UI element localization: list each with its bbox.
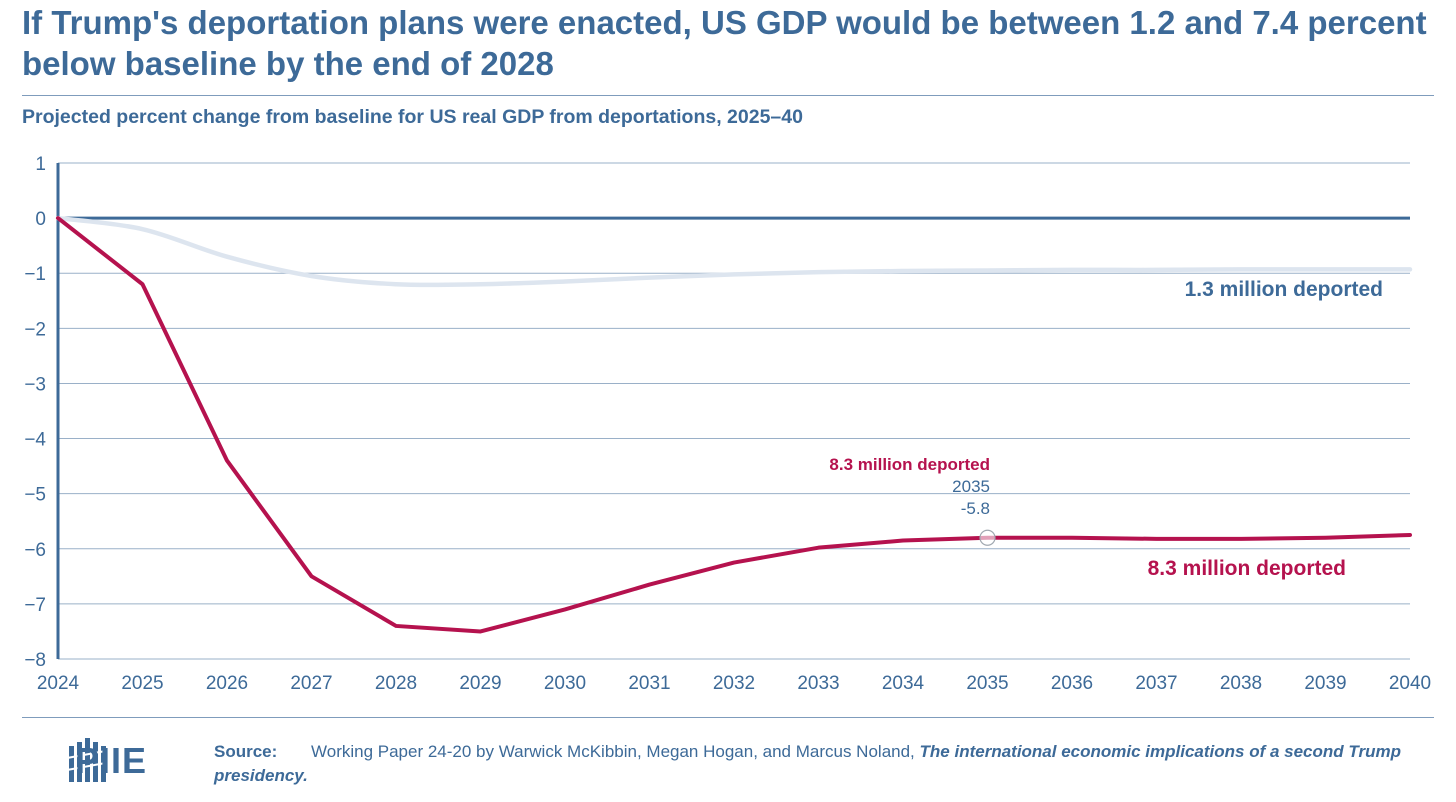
y-tick-label: −7 — [24, 595, 46, 616]
y-tick-label: −6 — [24, 540, 46, 561]
series-line-8-3-million — [56, 216, 1412, 634]
gridlines — [58, 162, 1410, 660]
x-tick-label: 2025 — [121, 673, 163, 694]
tooltip-x-value: 2035 — [952, 477, 990, 496]
x-tick-label: 2036 — [1051, 673, 1093, 694]
tooltip-y-value: -5.8 — [961, 499, 990, 518]
y-tick-label: −8 — [24, 650, 46, 671]
series-label-8-3-million: 8.3 million deported — [1148, 557, 1346, 580]
chart-subtitle: Projected percent change from baseline f… — [22, 106, 803, 128]
tooltip-point-marker — [979, 529, 996, 546]
y-tick-label: −5 — [24, 485, 46, 506]
y-tick-label: −1 — [24, 264, 46, 285]
x-tick-label: 2031 — [628, 673, 670, 694]
y-tick-label: 0 — [35, 209, 46, 230]
x-tick-label: 2034 — [882, 673, 925, 694]
x-tick-label: 2033 — [797, 673, 839, 694]
logo-wordmark: PIIE — [75, 740, 148, 781]
x-tick-label: 2035 — [966, 673, 1008, 694]
source-label: Source: — [214, 742, 278, 761]
y-axis-ticks: 1 0 −1 −2 −3 −4 −5 −6 −7 −8 — [24, 154, 46, 671]
x-tick-label: 2039 — [1304, 673, 1346, 694]
x-tick-label: 2029 — [459, 673, 501, 694]
y-tick-label: −2 — [24, 319, 46, 340]
x-tick-label: 2040 — [1389, 673, 1431, 694]
x-tick-label: 2024 — [37, 673, 80, 694]
x-tick-label: 2038 — [1220, 673, 1262, 694]
x-tick-label: 2037 — [1135, 673, 1177, 694]
line-chart: 10−1−2−3−4−5−6−7−8 2024 2025 2026 2027 2028 2… — [24, 154, 1431, 694]
chart-title: If Trump's deportation plans were enacte… — [22, 4, 1427, 82]
x-tick-label: 2027 — [290, 673, 332, 694]
data-tooltip: 8.3 million deported 2035 -5.8 — [829, 455, 996, 546]
piie-logo-icon — [66, 738, 112, 782]
x-tick-label: 2030 — [544, 673, 586, 694]
x-tick-label: 2028 — [375, 673, 417, 694]
y-tick-label: −3 — [24, 374, 46, 395]
y-tick-label: −4 — [24, 430, 46, 451]
series-label-1-3-million: 1.3 million deported — [1185, 278, 1383, 301]
y-tick-label: 1 — [35, 154, 46, 175]
series-lines — [55, 215, 1413, 634]
x-tick-label: 2032 — [713, 673, 755, 694]
x-tick-label: 2026 — [206, 673, 248, 694]
footer-divider — [22, 717, 1434, 718]
tooltip-series-name: 8.3 million deported — [829, 455, 990, 474]
source-note: Source: Working Paper 24-20 by Warwick Mc… — [214, 740, 1429, 788]
series-line-1-3-million — [55, 215, 1413, 288]
source-text: Working Paper 24-20 by Warwick McKibbin,… — [311, 742, 915, 761]
x-axis-ticks: 2024 2025 2026 2027 2028 2029 2030 2031 2032 2033… — [37, 673, 1431, 694]
title-divider — [22, 95, 1434, 96]
source-publication-title: The international economic implications … — [214, 742, 1401, 785]
